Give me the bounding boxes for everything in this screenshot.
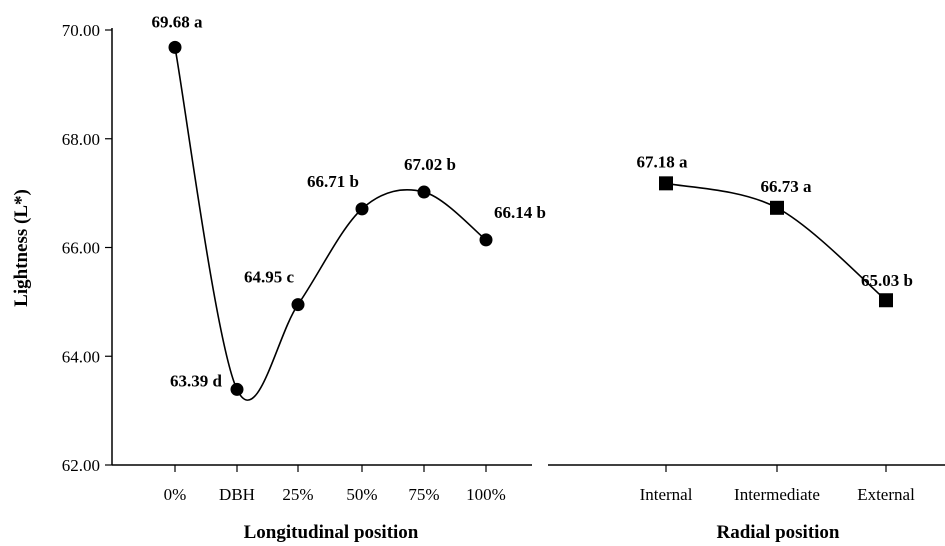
x-tick-label: External: [857, 485, 915, 504]
data-point: [770, 200, 784, 215]
data-label: 64.95 c: [244, 268, 295, 287]
data-label: 69.68 a: [152, 12, 204, 31]
data-label: 63.39 d: [170, 371, 223, 390]
data-label: 66.71 b: [307, 172, 359, 191]
data-point: [417, 185, 431, 199]
data-point: [230, 382, 244, 396]
y-ticks: 62.00 64.00 66.00 68.00 70.00: [62, 21, 112, 475]
data-label: 66.14 b: [494, 203, 546, 222]
panel-radial: Internal 67.18 a Intermediate 66.73 a Extern…: [637, 152, 916, 504]
x-tick-label: 25%: [282, 485, 313, 504]
data-point: [355, 202, 369, 216]
x-tick-label: Intermediate: [734, 485, 820, 504]
series-line: [174, 47, 487, 401]
x-tick-label: 75%: [408, 485, 439, 504]
data-label: 67.02 b: [404, 155, 456, 174]
data-label: 65.03 b: [861, 271, 913, 290]
x-axis-title-longitudinal: Longitudinal position: [244, 522, 419, 543]
data-label: 66.73 a: [761, 177, 813, 196]
panel-longitudinal: 0% 69.68 a DBH 63.39 d 25% 64.95 c 50% 66.71 b 7…: [152, 12, 546, 504]
x-tick-label: 0%: [164, 485, 187, 504]
data-point: [168, 40, 182, 54]
x-tick-label: 100%: [466, 485, 506, 504]
data-point: [659, 176, 673, 191]
y-tick-label: 68.00: [62, 130, 100, 149]
x-tick-label: Internal: [640, 485, 693, 504]
data-label: 67.18 a: [637, 152, 689, 171]
y-tick-label: 62.00: [62, 456, 100, 475]
plot-panels: 0% 69.68 a DBH 63.39 d 25% 64.95 c 50% 66.71 b 7…: [152, 12, 916, 504]
x-tick-label: DBH: [219, 485, 255, 504]
y-tick-label: 64.00: [62, 347, 100, 366]
data-point: [291, 298, 305, 312]
data-point: [479, 233, 493, 247]
y-tick-label: 70.00: [62, 21, 100, 40]
data-point: [879, 293, 893, 308]
y-tick-label: 66.00: [62, 239, 100, 258]
x-tick-label: 50%: [346, 485, 377, 504]
y-axis-title: Lightness (L*): [11, 189, 32, 307]
x-axis-title-radial: Radial position: [716, 522, 839, 543]
